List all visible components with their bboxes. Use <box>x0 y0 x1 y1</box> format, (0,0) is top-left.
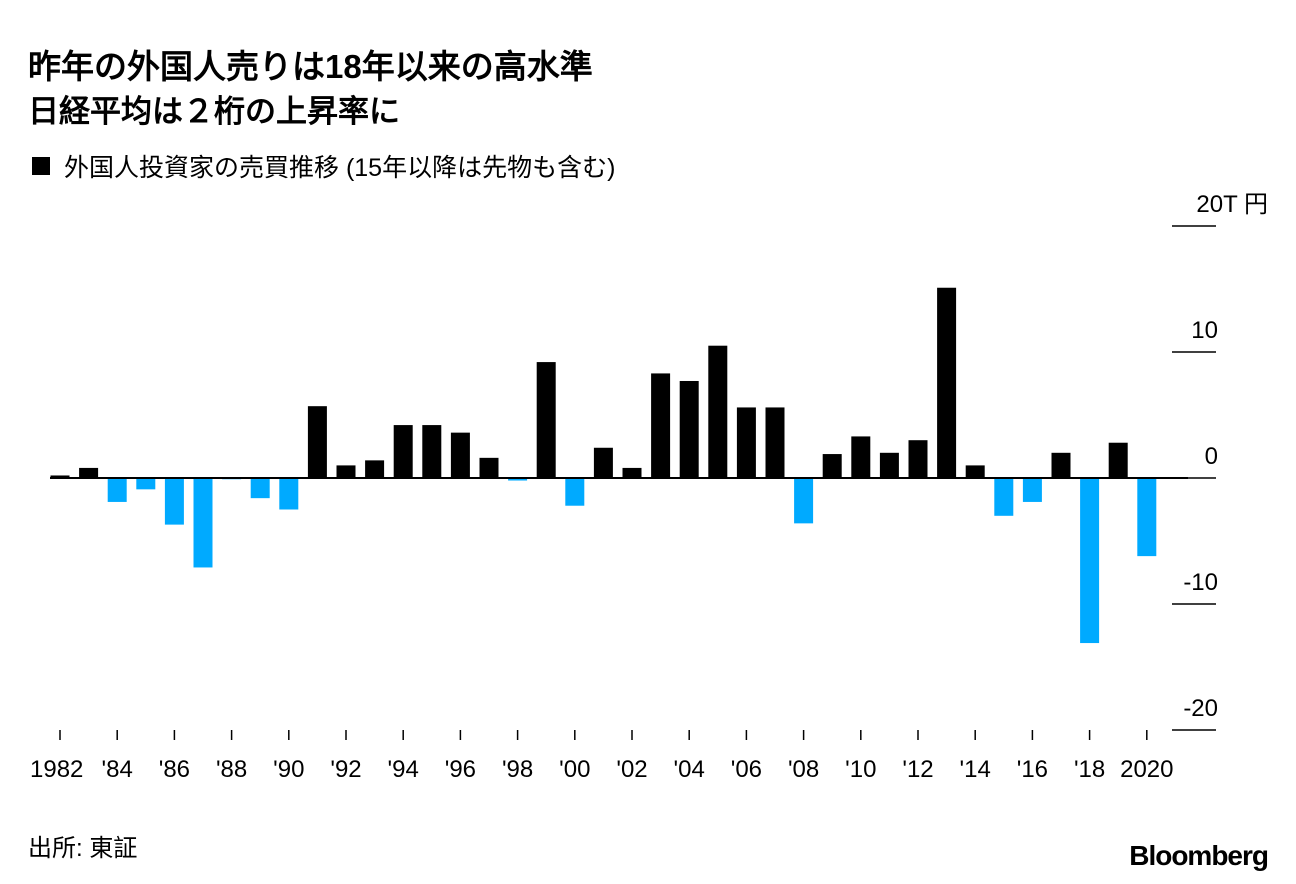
x-tick-label: '14 <box>960 756 991 783</box>
x-tick-label: '94 <box>388 756 419 783</box>
bar-1995 <box>422 425 442 478</box>
bar-2017 <box>1051 452 1071 478</box>
x-tick-label: '16 <box>1017 756 1048 783</box>
x-tick-label: '90 <box>273 756 304 783</box>
y-tick-label: -20 <box>1183 695 1218 722</box>
y-tick-label: 20T 円 <box>1196 191 1268 218</box>
bar-1997 <box>479 457 499 478</box>
x-tick-label: '08 <box>788 756 819 783</box>
x-tick-label: '92 <box>330 756 361 783</box>
bar-2005 <box>708 345 728 478</box>
bar-1996 <box>450 432 470 478</box>
x-tick-label: '00 <box>559 756 590 783</box>
y-tick-label: -10 <box>1183 569 1218 596</box>
bar-1994 <box>393 425 413 478</box>
bar-2011 <box>879 452 899 478</box>
bar-2019 <box>1108 442 1128 478</box>
x-tick-label: '10 <box>845 756 876 783</box>
bar-1982 <box>50 475 70 478</box>
bar-1991 <box>307 406 327 478</box>
bar-2009 <box>822 454 842 478</box>
source-note: 出所: 東証 <box>28 835 138 862</box>
bar-2004 <box>679 380 699 478</box>
bar-2000 <box>565 478 585 506</box>
bar-2018 <box>1080 478 1100 644</box>
y-tick-label: 0 <box>1205 443 1218 470</box>
bar-1998 <box>508 478 528 481</box>
x-tick-label: '06 <box>731 756 762 783</box>
bar-1985 <box>136 478 156 490</box>
bar-1986 <box>164 478 184 525</box>
bar-2012 <box>908 440 928 478</box>
bar-2006 <box>736 407 756 478</box>
bar-2008 <box>794 478 814 524</box>
bloomberg-logo: Bloomberg <box>1129 840 1269 871</box>
x-axis: 1982 '84 '86 '88 '90 '92 '94 '96 '98 '00 '02 '04 '06… <box>30 730 1173 783</box>
y-tick-label: 10 <box>1191 317 1218 344</box>
x-tick-label: '86 <box>159 756 190 783</box>
chart-title: 昨年の外国人売りは18年以来の高水準 <box>28 48 593 85</box>
bar-1999 <box>536 362 556 478</box>
bar-1993 <box>365 460 385 478</box>
x-tick-label: '12 <box>902 756 933 783</box>
x-tick-label: '04 <box>674 756 705 783</box>
x-tick-label: 2020 <box>1120 756 1173 783</box>
bar-2003 <box>651 373 671 478</box>
x-tick-label: '88 <box>216 756 247 783</box>
bar-2014 <box>965 465 985 478</box>
legend-label: 外国人投資家の売買推移 (15年以降は先物も含む) <box>64 154 616 182</box>
legend: 外国人投資家の売買推移 (15年以降は先物も含む) <box>32 148 615 184</box>
x-tick-label: '96 <box>445 756 476 783</box>
legend-swatch <box>32 157 50 175</box>
bar-1989 <box>250 478 270 499</box>
bar-1990 <box>279 478 299 510</box>
bar-1987 <box>193 478 213 568</box>
bar-2001 <box>593 447 613 478</box>
bar-2020 <box>1137 478 1157 557</box>
bar-1983 <box>79 467 99 478</box>
bar-2015 <box>994 478 1014 516</box>
x-tick-label: 1982 <box>30 756 83 783</box>
bar-1992 <box>336 465 356 478</box>
x-tick-label: '18 <box>1074 756 1105 783</box>
chart-subtitle: 日経平均は２桁の上昇率に <box>28 94 400 129</box>
bar-1984 <box>107 478 127 502</box>
bar-2010 <box>851 436 871 478</box>
bar-2007 <box>765 407 785 478</box>
x-tick-label: '98 <box>502 756 533 783</box>
x-tick-label: '02 <box>616 756 647 783</box>
x-tick-label: '84 <box>102 756 133 783</box>
y-axis-labels: 20T 円 10 0 -10 -20 <box>1183 191 1268 722</box>
bar-2013 <box>937 287 957 478</box>
bars <box>50 287 1157 644</box>
bar-2016 <box>1022 478 1042 502</box>
bar-2002 <box>622 467 642 478</box>
